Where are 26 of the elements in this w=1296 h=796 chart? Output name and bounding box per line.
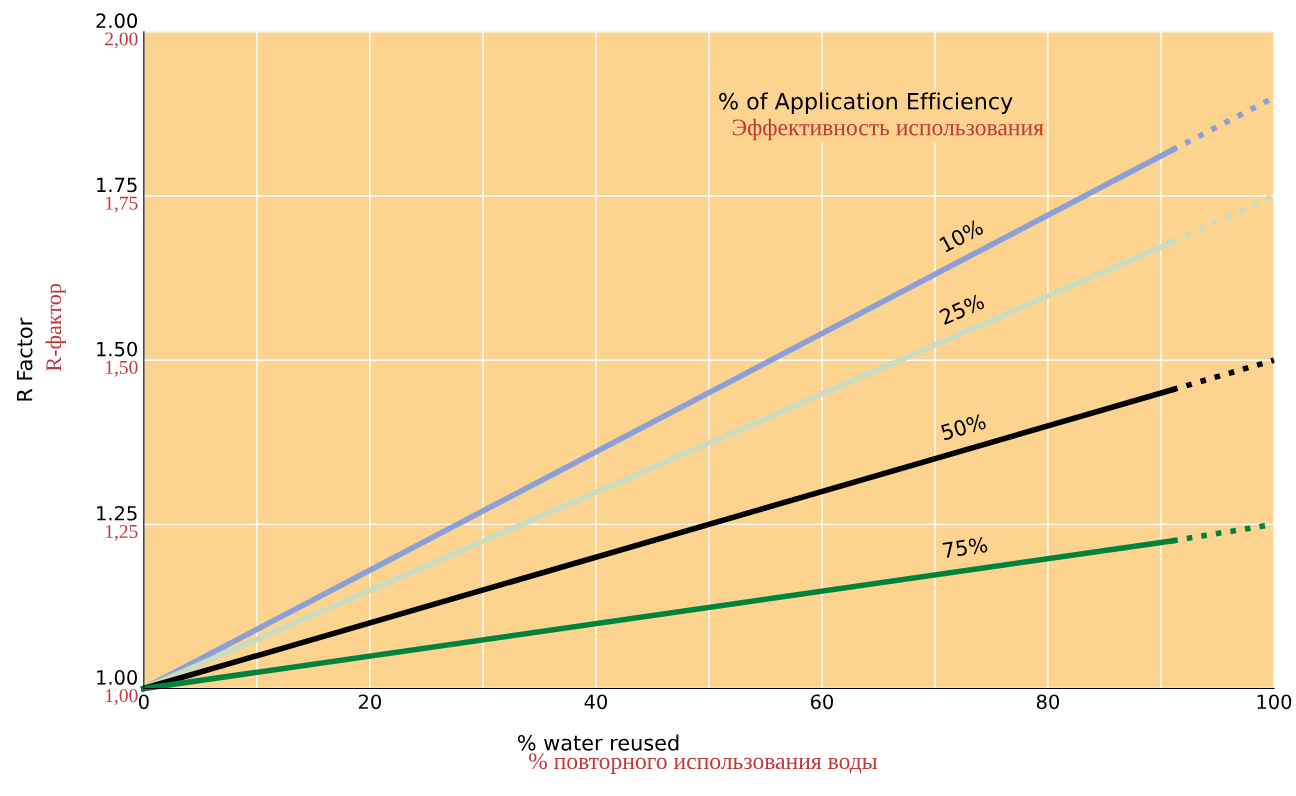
text: % повторного использования воды: [528, 753, 878, 774]
y-tick-label: 1.75: [97, 177, 137, 193]
x-axis-title: % water reused: [517, 734, 679, 751]
y2-tick-label: 1,25: [105, 524, 138, 541]
x-tick-label: 100: [1257, 694, 1292, 710]
text: 50%: [940, 413, 987, 441]
y2-tick-label: 2,00: [105, 32, 138, 49]
y-tick-label: 2.00: [96, 13, 138, 29]
x-tick-label: 40: [584, 694, 607, 710]
y-tick-label: 1.00: [97, 670, 138, 685]
y2-tick-label: 1,75: [105, 196, 138, 213]
text: 25%: [938, 293, 986, 326]
annotation: Эффективность использования: [732, 118, 1044, 141]
text: R-фактор: [45, 283, 66, 372]
x-tick-label: 0: [138, 694, 149, 710]
x-tick-label: 80: [1036, 694, 1060, 710]
y-axis-title: R Factor: [16, 317, 33, 401]
y-tick-label: 1.50: [97, 341, 138, 357]
y2-tick-label: 1,50: [105, 360, 138, 377]
text: 75%: [942, 536, 988, 559]
x-tick-label: 60: [810, 694, 833, 710]
y2-tick-label: 1,00: [105, 689, 138, 706]
x-tick-label: 20: [358, 694, 381, 710]
annotation: % of Application Efficiency: [719, 92, 1013, 114]
text: 10%: [938, 218, 985, 253]
y-tick-label: 1.25: [97, 505, 137, 521]
